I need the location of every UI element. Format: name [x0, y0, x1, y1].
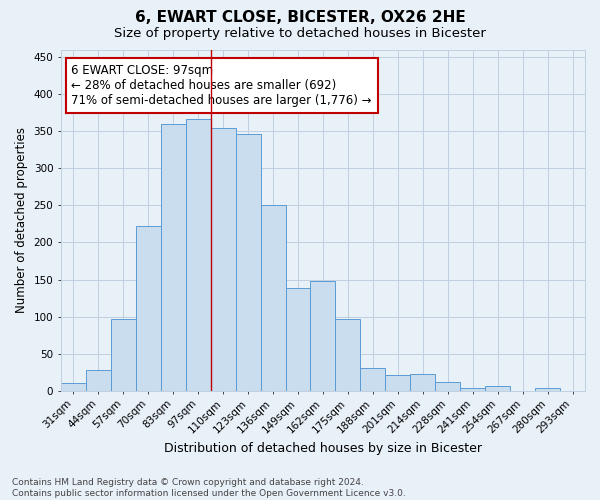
Bar	[385, 375, 410, 390]
Bar	[361, 368, 385, 390]
Bar	[260, 206, 286, 390]
Bar	[111, 318, 136, 390]
Bar	[136, 226, 161, 390]
Bar	[236, 134, 260, 390]
Y-axis label: Number of detached properties: Number of detached properties	[15, 128, 28, 314]
Bar	[310, 281, 335, 390]
Text: Contains HM Land Registry data © Crown copyright and database right 2024.
Contai: Contains HM Land Registry data © Crown c…	[12, 478, 406, 498]
Bar	[335, 320, 361, 390]
Bar	[61, 383, 86, 390]
Bar	[460, 388, 485, 390]
Bar	[286, 288, 310, 390]
Bar	[211, 128, 236, 390]
Bar	[435, 382, 460, 390]
Bar	[535, 388, 560, 390]
Bar	[186, 119, 211, 390]
Text: Size of property relative to detached houses in Bicester: Size of property relative to detached ho…	[114, 28, 486, 40]
Text: 6 EWART CLOSE: 97sqm
← 28% of detached houses are smaller (692)
71% of semi-deta: 6 EWART CLOSE: 97sqm ← 28% of detached h…	[71, 64, 372, 106]
Text: 6, EWART CLOSE, BICESTER, OX26 2HE: 6, EWART CLOSE, BICESTER, OX26 2HE	[134, 10, 466, 25]
X-axis label: Distribution of detached houses by size in Bicester: Distribution of detached houses by size …	[164, 442, 482, 455]
Bar	[86, 370, 111, 390]
Bar	[410, 374, 435, 390]
Bar	[161, 124, 186, 390]
Bar	[485, 386, 510, 390]
